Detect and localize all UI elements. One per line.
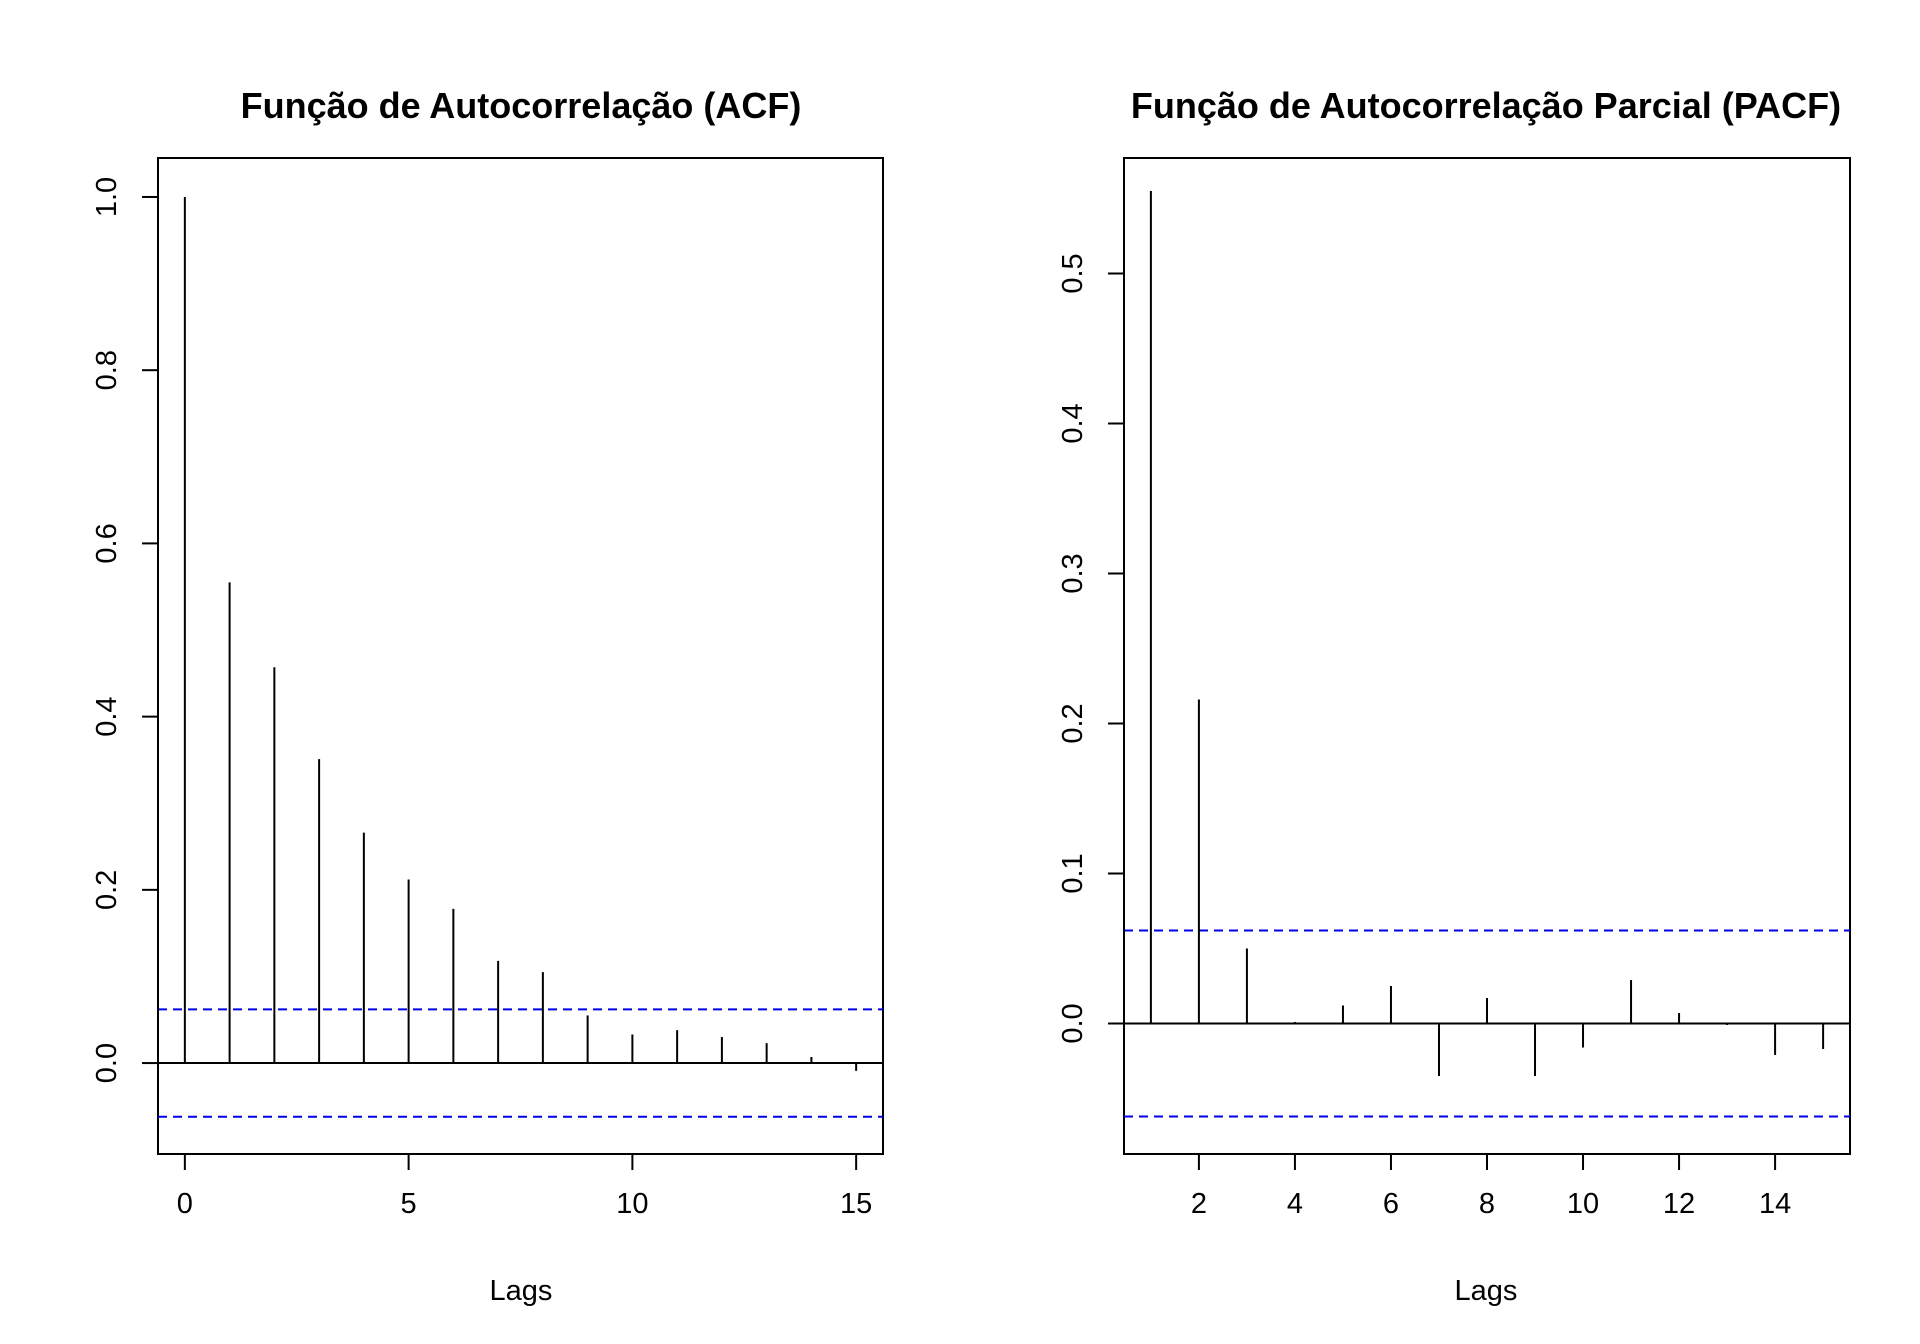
acf-x-tick-label: 15 <box>840 1188 872 1220</box>
pacf-y-tick-label: 0.2 <box>1057 703 1089 743</box>
pacf-y-tick-label: 0.0 <box>1057 1003 1089 1043</box>
acf-y-tick-label: 0.2 <box>91 870 123 910</box>
acf-y-tick-label: 0.8 <box>91 350 123 390</box>
pacf-y-tick-label: 0.4 <box>1057 403 1089 443</box>
acf-y-axis: 0.0 0.2 0.4 0.6 0.8 1.0 <box>91 177 159 1083</box>
pacf-x-tick-label: 2 <box>1191 1188 1207 1220</box>
pacf-y-tick-label: 0.5 <box>1057 253 1089 293</box>
acf-title: Função de Autocorrelação (ACF) <box>241 85 802 126</box>
acf-plot-frame <box>157 157 884 1155</box>
pacf-y-tick-label: 0.1 <box>1057 853 1089 893</box>
acf-marks <box>158 196 883 1118</box>
pacf-x-axis-label: Lags <box>1455 1275 1518 1307</box>
pacf-x-tick-label: 14 <box>1759 1188 1791 1220</box>
acf-y-tick-label: 0.4 <box>91 696 123 736</box>
acf-panel: Função de Autocorrelação (ACF) 0 5 10 15 0.… <box>91 85 884 1307</box>
pacf-x-tick-label: 8 <box>1479 1188 1495 1220</box>
acf-y-tick-label: 1.0 <box>91 177 123 217</box>
pacf-x-tick-label: 4 <box>1287 1188 1303 1220</box>
acf-x-axis: 0 5 10 15 <box>177 1153 872 1220</box>
acf-y-tick-label: 0.6 <box>91 523 123 563</box>
pacf-x-tick-label: 10 <box>1567 1188 1599 1220</box>
pacf-x-axis: 2 4 6 8 10 12 14 <box>1191 1153 1791 1220</box>
acf-y-tick-label: 0.0 <box>91 1043 123 1083</box>
acf-x-axis-label: Lags <box>490 1275 553 1307</box>
pacf-panel: Função de Autocorrelação Parcial (PACF) … <box>1057 85 1851 1307</box>
pacf-y-tick-label: 0.3 <box>1057 553 1089 593</box>
acf-x-tick-label: 5 <box>401 1188 417 1220</box>
pacf-x-tick-label: 12 <box>1663 1188 1695 1220</box>
pacf-y-axis: 0.0 0.1 0.2 0.3 0.4 0.5 <box>1057 253 1125 1044</box>
pacf-marks <box>1124 191 1850 1118</box>
pacf-title: Função de Autocorrelação Parcial (PACF) <box>1131 85 1841 126</box>
acf-x-tick-label: 0 <box>177 1188 193 1220</box>
pacf-x-tick-label: 6 <box>1383 1188 1399 1220</box>
acf-x-tick-label: 10 <box>616 1188 648 1220</box>
